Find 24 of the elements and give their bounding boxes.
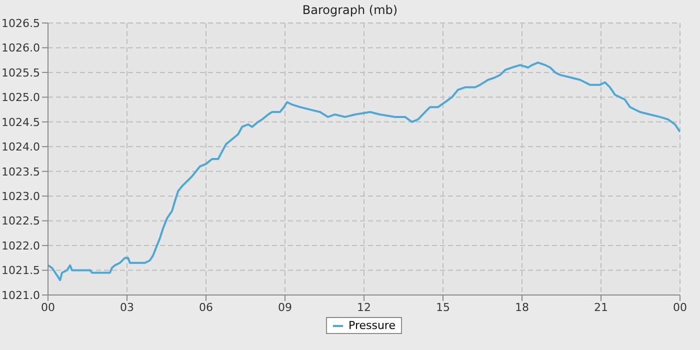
- line-series: [48, 62, 680, 282]
- x-tick-label: 03: [120, 300, 134, 314]
- x-tick-label: 18: [515, 300, 529, 314]
- y-tick-label: 1025.0: [2, 91, 40, 104]
- y-tick-label: 1026.0: [2, 42, 40, 55]
- chart-title: Barograph (mb): [301, 3, 399, 17]
- x-tick-label: 00: [41, 300, 55, 314]
- y-tick-label: 1023.5: [2, 165, 40, 178]
- y-tick-label: 1023.0: [2, 190, 40, 203]
- x-tick-label: 06: [199, 300, 213, 314]
- x-tick-label: 09: [278, 300, 292, 314]
- y-tick-label: 1026.5: [2, 16, 40, 30]
- y-tick-label: 1024.0: [2, 140, 40, 154]
- x-tick-label: 00: [673, 300, 687, 314]
- y-tick-label: 1022.5: [2, 214, 40, 228]
- x-tick-label: 12: [357, 300, 371, 314]
- y-tick-label: 1025.5: [2, 66, 40, 80]
- y-tick-label: 1021.0: [2, 288, 40, 302]
- x-tick-label: 15: [436, 300, 450, 314]
- y-tick-label: 1021.5: [2, 264, 40, 278]
- legend-label: Pressure: [348, 319, 396, 332]
- y-tick-label: 1022.0: [2, 239, 40, 252]
- y-tick-label: 1024.5: [2, 116, 40, 129]
- x-tick-label: 21: [594, 300, 608, 314]
